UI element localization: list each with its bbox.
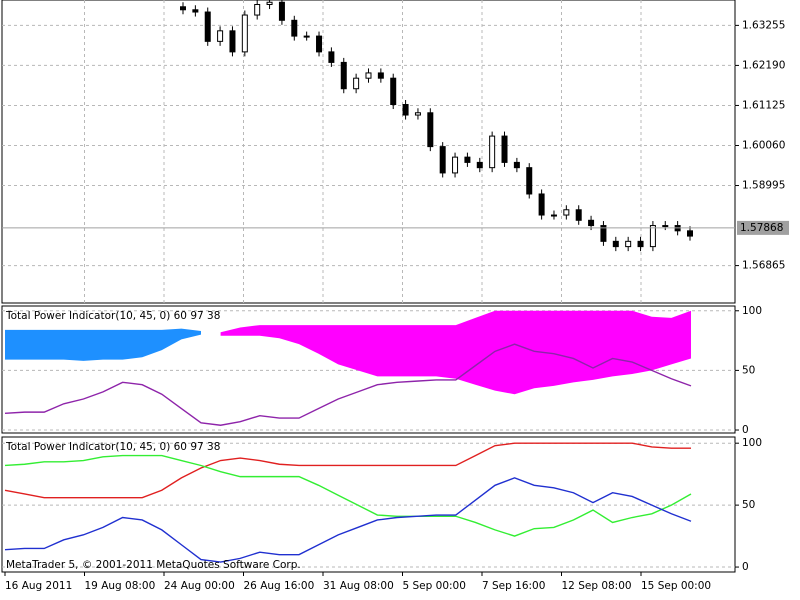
- candle-body: [550, 214, 557, 217]
- candle-body: [637, 240, 644, 248]
- candle-body: [489, 135, 496, 169]
- candle-body: [588, 219, 595, 227]
- candle-body: [563, 209, 570, 216]
- x-tick-label: 7 Sep 16:00: [482, 580, 545, 592]
- x-tick-label: 15 Sep 00:00: [641, 580, 711, 592]
- indicator-label: Total Power Indicator(10, 45, 0) 60 97 3…: [5, 310, 220, 322]
- x-tick-label: 24 Aug 00:00: [164, 580, 235, 592]
- candle-body: [625, 240, 632, 248]
- pane-frame: [1, 305, 736, 434]
- y-tick-label: 1.62190: [742, 59, 785, 71]
- last-price-label: 1.57868: [740, 222, 783, 234]
- candle-body: [575, 209, 582, 221]
- x-tick-label: 12 Sep 08:00: [562, 580, 632, 592]
- y-tick-label: 100: [742, 305, 762, 317]
- y-tick-label: 0: [742, 424, 749, 436]
- indicator-line: [4, 477, 692, 563]
- candle-body: [464, 156, 471, 163]
- candle-body: [353, 77, 360, 90]
- x-tick-label: 16 Aug 2011: [5, 580, 72, 592]
- candle-body: [278, 1, 285, 21]
- indicator-line: [4, 454, 692, 537]
- candle-body: [649, 225, 656, 248]
- candle-body: [390, 77, 397, 106]
- last-price-box: [737, 220, 789, 235]
- y-tick-label: 0: [742, 561, 749, 573]
- pane-frame: [1, 436, 736, 573]
- indicator-line: [4, 343, 692, 426]
- indicator-line: [4, 442, 691, 499]
- y-tick-label: 1.56865: [742, 260, 785, 272]
- candle-body: [513, 161, 520, 169]
- candle-body: [427, 112, 434, 148]
- y-tick-label: 1.63255: [742, 19, 785, 31]
- candle-body: [538, 193, 545, 216]
- candle-body: [229, 30, 236, 53]
- candle-body: [600, 225, 607, 242]
- candle-body: [501, 135, 508, 163]
- candle-body: [476, 161, 483, 169]
- candle-body: [204, 11, 211, 42]
- candle-body: [662, 225, 669, 228]
- indicator-label: Total Power Indicator(10, 45, 0) 60 97 3…: [5, 441, 220, 453]
- y-tick-label: 50: [742, 499, 755, 511]
- copyright: MetaTrader 5, © 2001-2011 MetaQuotes Sof…: [6, 559, 301, 571]
- candle-body: [414, 112, 421, 116]
- x-tick-label: 26 Aug 16:00: [244, 580, 315, 592]
- candle-body: [217, 30, 224, 42]
- candle-body: [340, 61, 347, 90]
- candle-body: [192, 9, 199, 13]
- area-band: [220, 310, 691, 395]
- y-tick-label: 100: [742, 437, 762, 449]
- candle-body: [291, 19, 298, 37]
- candle-body: [377, 72, 384, 79]
- area-band: [5, 328, 201, 361]
- candle-body: [439, 146, 446, 174]
- candle-body: [402, 104, 409, 116]
- candle-body: [526, 167, 533, 195]
- candle-body: [303, 35, 310, 38]
- candle-body: [180, 6, 186, 11]
- candle-body: [316, 35, 323, 53]
- candle-body: [452, 156, 459, 174]
- candle-body: [687, 230, 693, 237]
- candle-body: [266, 1, 273, 6]
- y-tick-label: 50: [742, 364, 755, 376]
- y-tick-label: 1.60060: [742, 139, 785, 151]
- candle-body: [365, 72, 372, 79]
- candle-body: [241, 14, 248, 53]
- x-tick-label: 31 Aug 08:00: [323, 580, 394, 592]
- x-tick-label: 19 Aug 08:00: [85, 580, 156, 592]
- candle-body: [254, 4, 261, 16]
- x-tick-label: 5 Sep 00:00: [403, 580, 466, 592]
- candle-body: [612, 240, 619, 248]
- y-tick-label: 1.58995: [742, 180, 785, 192]
- pane-frame: [1, 0, 736, 304]
- y-tick-label: 1.61125: [742, 99, 785, 111]
- candle-body: [328, 51, 335, 63]
